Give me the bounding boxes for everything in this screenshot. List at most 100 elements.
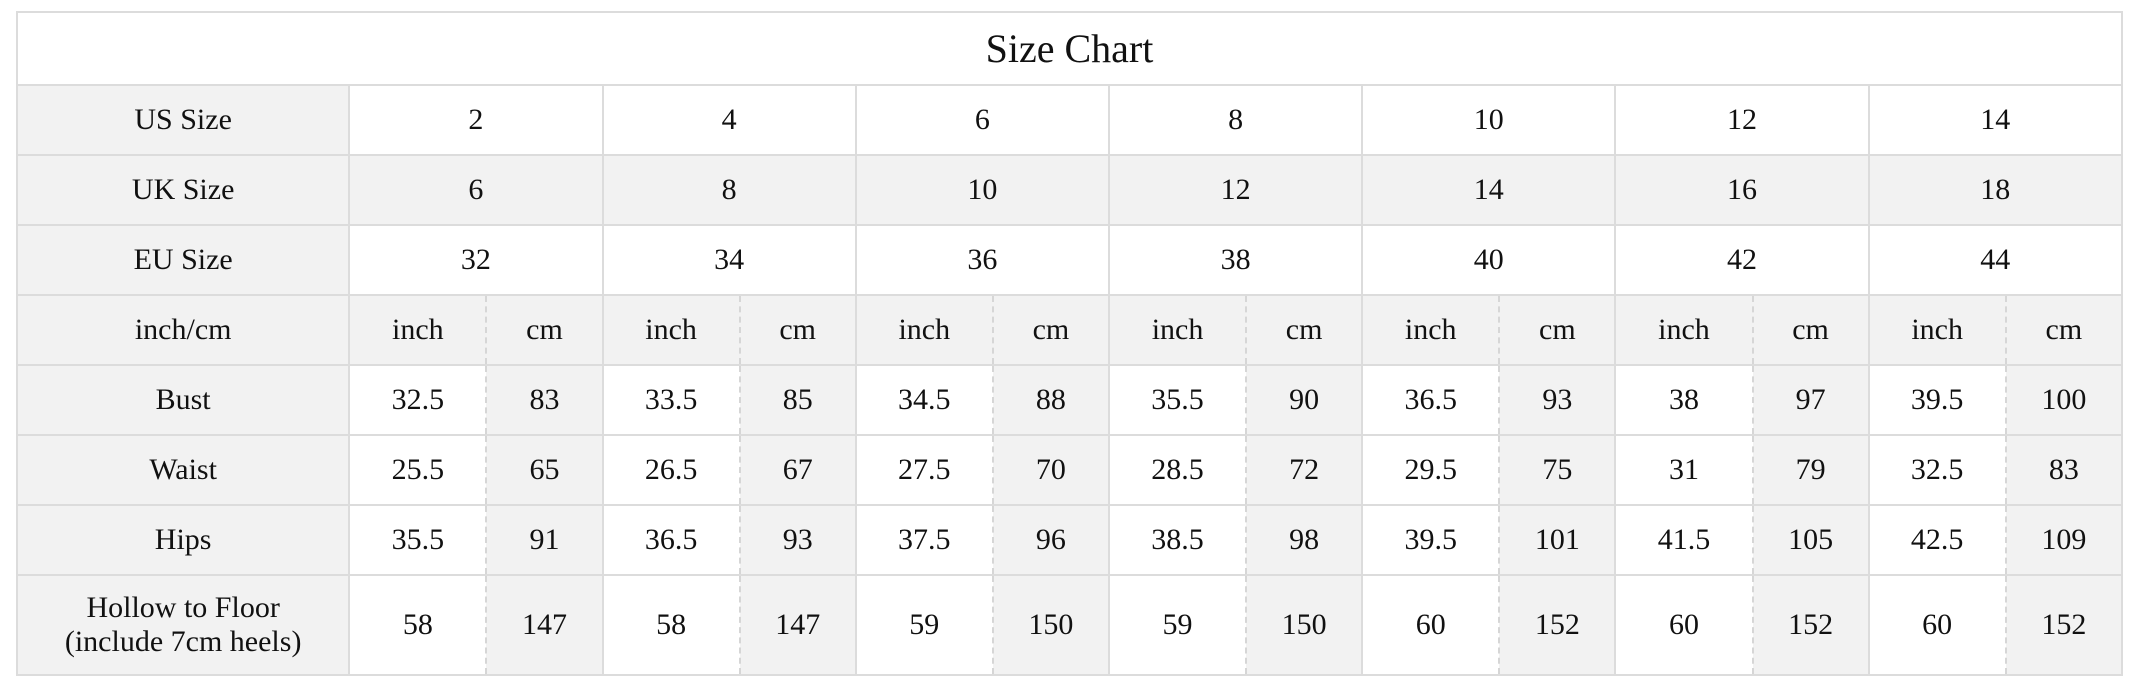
cm-cell: 67	[738, 434, 857, 506]
size-row: US Size 2 4 6 8 10 12 14	[15, 84, 2124, 156]
unit-inch: inch	[1361, 294, 1501, 366]
size-cell: 38	[1107, 224, 1364, 296]
cm-cell: 152	[1751, 574, 1870, 676]
cm-cell: 70	[991, 434, 1110, 506]
inch-cell: 28.5	[1107, 434, 1248, 506]
measure-row: Hollow to Floor (include 7cm heels) 58 147 5…	[15, 574, 2124, 676]
inch-cell: 41.5	[1614, 504, 1754, 576]
unit-inch: inch	[1614, 294, 1754, 366]
cm-cell: 101	[1498, 504, 1617, 576]
row-label-main: Bust	[155, 382, 211, 416]
inch-cell: 29.5	[1361, 434, 1501, 506]
inch-cell: 60	[1614, 574, 1754, 676]
size-cell: 32	[348, 224, 604, 296]
cm-cell: 97	[1751, 364, 1870, 436]
size-cell: 36	[854, 224, 1110, 296]
cm-cell: 65	[485, 434, 604, 506]
row-label: Hollow to Floor (include 7cm heels)	[15, 574, 351, 676]
cm-cell: 147	[485, 574, 604, 676]
cm-cell: 90	[1245, 364, 1364, 436]
size-cell: 8	[1107, 84, 1364, 156]
inch-cell: 32.5	[1867, 434, 2007, 506]
inch-cell: 37.5	[854, 504, 994, 576]
unit-inch: inch	[348, 294, 488, 366]
inch-cell: 25.5	[348, 434, 488, 506]
inch-cell: 58	[348, 574, 488, 676]
size-cell: 44	[1867, 224, 2124, 296]
cm-cell: 96	[991, 504, 1110, 576]
unit-row: inch/cm inch cm inch cm inch cm inch cm inch cm inc…	[15, 294, 2124, 366]
row-label: US Size	[15, 84, 351, 156]
table-title: Size Chart	[16, 11, 2123, 86]
measure-row: Waist 25.5 65 26.5 67 27.5 70 28.5 72 29.5 75 31 79 3…	[15, 434, 2124, 506]
size-cell: 12	[1614, 84, 1870, 156]
cm-cell: 147	[738, 574, 857, 676]
inch-cell: 32.5	[348, 364, 488, 436]
row-label-main: Hollow to Floor	[86, 590, 280, 624]
size-cell: 16	[1614, 154, 1870, 226]
row-label: Hips	[15, 504, 351, 576]
size-cell: 6	[348, 154, 604, 226]
inch-cell: 39.5	[1867, 364, 2007, 436]
unit-cm: cm	[738, 294, 857, 366]
inch-cell: 39.5	[1361, 504, 1501, 576]
cm-cell: 109	[2004, 504, 2124, 576]
size-cell: 14	[1867, 84, 2124, 156]
cm-cell: 85	[738, 364, 857, 436]
inch-cell: 34.5	[854, 364, 994, 436]
inch-cell: 36.5	[601, 504, 741, 576]
row-label-main: Waist	[149, 452, 217, 486]
inch-cell: 59	[1107, 574, 1248, 676]
cm-cell: 75	[1498, 434, 1617, 506]
cm-cell: 88	[991, 364, 1110, 436]
size-cell: 34	[601, 224, 857, 296]
cm-cell: 72	[1245, 434, 1364, 506]
unit-cm: cm	[1498, 294, 1617, 366]
inch-cell: 59	[854, 574, 994, 676]
row-label-sub: (include 7cm heels)	[64, 625, 302, 658]
inch-cell: 42.5	[1867, 504, 2007, 576]
unit-inch: inch	[601, 294, 741, 366]
title-row: Size Chart	[16, 11, 2123, 86]
size-cell: 10	[854, 154, 1110, 226]
size-cell: 40	[1361, 224, 1617, 296]
size-cell: 42	[1614, 224, 1870, 296]
cm-cell: 152	[1498, 574, 1617, 676]
row-label: Waist	[15, 434, 351, 506]
inch-cell: 35.5	[348, 504, 488, 576]
unit-inch: inch	[1107, 294, 1248, 366]
cm-cell: 100	[2004, 364, 2124, 436]
cm-cell: 98	[1245, 504, 1364, 576]
row-label: inch/cm	[15, 294, 351, 366]
inch-cell: 38.5	[1107, 504, 1248, 576]
row-label: UK Size	[15, 154, 351, 226]
inch-cell: 31	[1614, 434, 1754, 506]
unit-cm: cm	[991, 294, 1110, 366]
row-label-main: Hips	[154, 522, 212, 556]
cm-cell: 83	[485, 364, 604, 436]
unit-cm: cm	[1245, 294, 1364, 366]
measure-row: Hips 35.5 91 36.5 93 37.5 96 38.5 98 39.5 101 41.5 1…	[15, 504, 2124, 576]
inch-cell: 60	[1361, 574, 1501, 676]
size-cell: 12	[1107, 154, 1364, 226]
unit-inch: inch	[1867, 294, 2007, 366]
size-cell: 10	[1361, 84, 1617, 156]
unit-cm: cm	[2004, 294, 2124, 366]
size-row: EU Size 32 34 36 38 40 42 44	[15, 224, 2124, 296]
cm-cell: 93	[738, 504, 857, 576]
inch-cell: 27.5	[854, 434, 994, 506]
inch-cell: 60	[1867, 574, 2007, 676]
inch-cell: 36.5	[1361, 364, 1501, 436]
cm-cell: 105	[1751, 504, 1870, 576]
unit-cm: cm	[1751, 294, 1870, 366]
size-cell: 2	[348, 84, 604, 156]
unit-inch: inch	[854, 294, 994, 366]
size-cell: 14	[1361, 154, 1617, 226]
size-cell: 8	[601, 154, 857, 226]
size-cell: 18	[1867, 154, 2124, 226]
measure-row: Bust 32.5 83 33.5 85 34.5 88 35.5 90 36.5 93 38 97 39…	[15, 364, 2124, 436]
inch-cell: 38	[1614, 364, 1754, 436]
inch-cell: 35.5	[1107, 364, 1248, 436]
cm-cell: 91	[485, 504, 604, 576]
cm-cell: 150	[991, 574, 1110, 676]
